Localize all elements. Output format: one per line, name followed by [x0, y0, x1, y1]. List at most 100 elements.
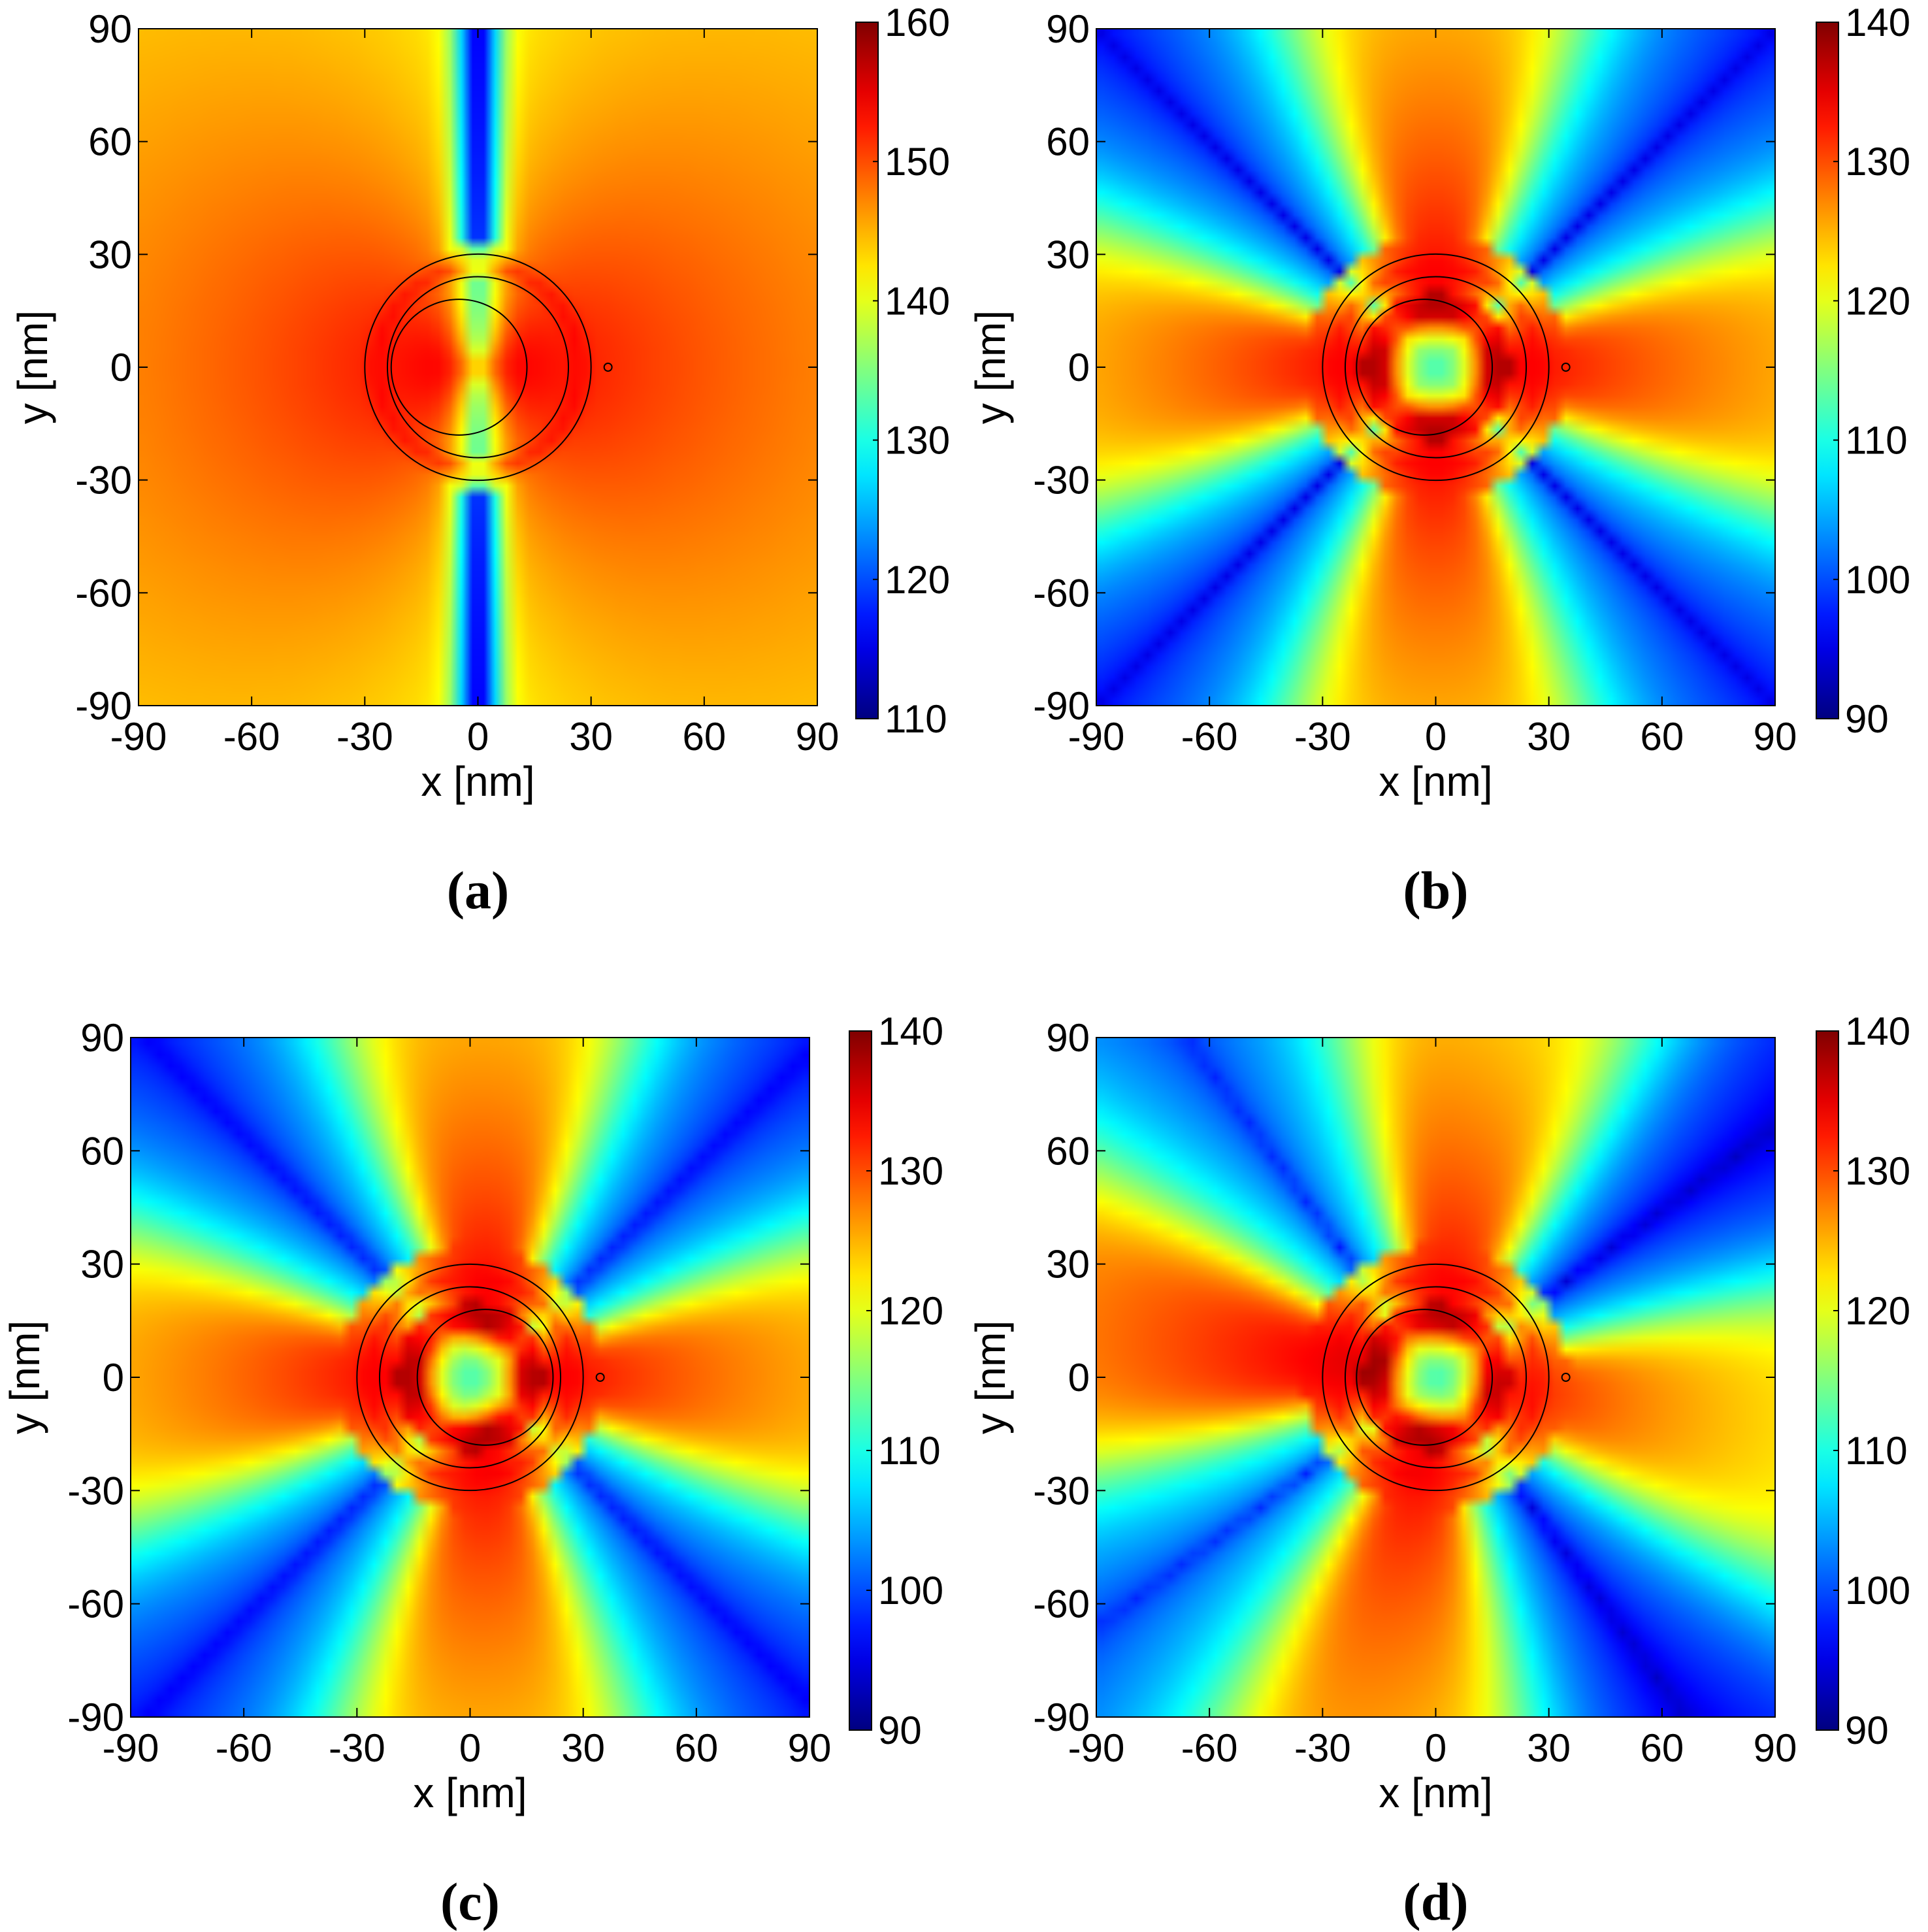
p2-y-tick-label: -30 — [67, 1469, 124, 1513]
p0-colorbar-tick-label: 150 — [885, 140, 950, 184]
p1-colorbar-tick-label: 110 — [1845, 419, 1908, 463]
p1-x-tick-label: -30 — [1294, 715, 1351, 759]
p0-y-tick-label: 0 — [110, 346, 132, 389]
p3-colorbar-tick-label: 130 — [1845, 1149, 1910, 1193]
panel-a-svg: -90 -60 -30 0 30 60 90 90 60 30 0 -30 -60 -90 x [nm] y … — [9, 1, 950, 920]
p3-y-tick-label: -30 — [1033, 1469, 1090, 1513]
panel-a: -90 -60 -30 0 30 60 90 90 60 30 0 -30 -60 -90 x [nm] y … — [0, 0, 964, 966]
p0-colorbar-tick-label: 120 — [885, 558, 950, 602]
p2-colorbar — [849, 1030, 872, 1731]
p2-y-tick-label: 30 — [80, 1243, 124, 1286]
p3-outer-shell-circle — [1322, 1263, 1550, 1492]
p0-x-tick-label: 30 — [569, 715, 613, 759]
p1-y-tick-label: 0 — [1068, 346, 1090, 389]
p0-core-circle — [390, 299, 528, 436]
p1-x-tick-label: -90 — [1068, 715, 1125, 759]
p1-x-tick-label: 90 — [1754, 715, 1797, 759]
p2-heatmap — [131, 1038, 809, 1717]
p3-colorbar-tick-label: 110 — [1845, 1429, 1908, 1473]
p2-x-tick-label: 60 — [674, 1726, 718, 1770]
p2-colorbar-tick-label: 130 — [878, 1149, 943, 1193]
p2-colorbar-tick-label: 90 — [878, 1709, 922, 1752]
p1-heatmap — [1096, 29, 1775, 706]
p3-x-tick-label: 30 — [1527, 1726, 1571, 1770]
p3-x-tick-label: 60 — [1640, 1726, 1684, 1770]
p0-y-tick-label: 30 — [88, 233, 132, 276]
p1-colorbar-tick-label: 120 — [1845, 279, 1910, 323]
p3-core-circle — [1356, 1309, 1494, 1446]
panel-d-svg: -90 -60 -30 0 30 60 90 90 60 30 0 -30 -60 -90 x [nm] y … — [967, 1009, 1910, 1931]
p3-y-tick-label: 90 — [1046, 1016, 1090, 1060]
p1-y-tick-label: 90 — [1046, 7, 1090, 51]
p1-x-tick-label: 30 — [1527, 715, 1571, 759]
p0-y-tick-label: 60 — [88, 120, 132, 164]
p0-x-tick-label: -30 — [336, 715, 393, 759]
panel-d: -90 -60 -30 0 30 60 90 90 60 30 0 -30 -60 -90 x [nm] y … — [964, 966, 1928, 1932]
p0-outer-shell-circle — [364, 253, 592, 482]
p0-y-tick-label: 90 — [88, 7, 132, 51]
p3-colorbar-tick-label: 100 — [1845, 1569, 1910, 1613]
p2-y-tick-label: 0 — [103, 1356, 124, 1400]
p3-y-tick-label: -60 — [1033, 1582, 1090, 1626]
p3-y-tick-label: 0 — [1068, 1356, 1090, 1400]
p1-y-tick-label: 60 — [1046, 120, 1090, 164]
p2-x-tick-label: -30 — [329, 1726, 385, 1770]
p1-y-tick-label: -30 — [1033, 459, 1090, 502]
p1-x-tick-label: 60 — [1640, 715, 1684, 759]
p1-x-tick-label: -60 — [1181, 715, 1238, 759]
p1-inner-shell-circle — [1344, 276, 1528, 459]
p2-x-axis-label: x [nm] — [413, 1769, 527, 1816]
p3-y-tick-label: 30 — [1046, 1243, 1090, 1286]
p1-y-tick-label: 30 — [1046, 233, 1090, 276]
p1-core-circle — [1356, 299, 1494, 436]
p2-x-tick-label: 0 — [459, 1726, 481, 1770]
p3-x-axis-label: x [nm] — [1379, 1769, 1492, 1816]
p1-colorbar — [1816, 22, 1839, 719]
p3-colorbar-tick-label: 90 — [1845, 1709, 1889, 1752]
p0-inner-shell-circle — [386, 276, 570, 459]
p0-y-axis-label: y [nm] — [9, 310, 56, 424]
p1-colorbar-tick-label: 130 — [1845, 140, 1910, 184]
p2-y-tick-label: -90 — [67, 1695, 124, 1739]
p0-x-tick-label: 60 — [682, 715, 726, 759]
p0-caption: (a) — [447, 860, 510, 920]
p1-colorbar-tick-label: 90 — [1845, 697, 1889, 741]
p2-x-tick-label: -90 — [103, 1726, 159, 1770]
p2-y-tick-label: -60 — [67, 1582, 124, 1626]
p3-y-tick-label: 60 — [1046, 1129, 1090, 1173]
p0-x-tick-label: -90 — [110, 715, 167, 759]
p1-colorbar-tick-label: 140 — [1845, 1, 1910, 44]
p2-y-tick-label: 90 — [80, 1016, 124, 1060]
p2-colorbar-tick-label: 120 — [878, 1289, 943, 1333]
p2-y-tick-label: 60 — [80, 1129, 124, 1173]
p3-heatmap — [1096, 1038, 1775, 1717]
p0-heatmap — [139, 29, 817, 706]
p0-colorbar-tick-label: 130 — [885, 419, 950, 463]
p0-y-tick-label: -30 — [75, 459, 132, 502]
p0-colorbar-tick-label: 160 — [885, 1, 950, 44]
p2-core-circle — [416, 1309, 554, 1446]
p2-emitter-marker — [595, 1373, 605, 1382]
p1-caption: (b) — [1403, 860, 1468, 920]
p2-x-tick-label: 30 — [561, 1726, 605, 1770]
p2-colorbar-tick-label: 110 — [878, 1429, 941, 1473]
p2-x-tick-label: 90 — [788, 1726, 832, 1770]
p1-x-tick-label: 0 — [1425, 715, 1446, 759]
p3-x-tick-label: -60 — [1181, 1726, 1238, 1770]
p0-y-tick-label: -90 — [75, 684, 132, 728]
panel-b: -90 -60 -30 0 30 60 90 90 60 30 0 -30 -60 -90 x [nm] y … — [964, 0, 1928, 966]
p3-colorbar — [1816, 1030, 1839, 1731]
p3-emitter-marker — [1561, 1373, 1571, 1382]
p3-x-tick-label: -30 — [1294, 1726, 1351, 1770]
p2-outer-shell-circle — [356, 1263, 584, 1492]
p3-inner-shell-circle — [1344, 1286, 1528, 1469]
p2-caption: (c) — [440, 1872, 500, 1931]
p0-colorbar-tick-label: 140 — [885, 279, 950, 323]
p3-y-tick-label: -90 — [1033, 1695, 1090, 1739]
panel-c-svg: -90 -60 -30 0 30 60 90 90 60 30 0 -30 -60 -90 x [nm] y … — [1, 1009, 943, 1931]
panel-b-svg: -90 -60 -30 0 30 60 90 90 60 30 0 -30 -60 -90 x [nm] y … — [967, 1, 1910, 920]
panel-c: -90 -60 -30 0 30 60 90 90 60 30 0 -30 -60 -90 x [nm] y … — [0, 966, 964, 1932]
p0-x-tick-label: -60 — [223, 715, 280, 759]
p3-colorbar-tick-label: 120 — [1845, 1289, 1910, 1333]
p1-y-axis-label: y [nm] — [967, 310, 1014, 424]
